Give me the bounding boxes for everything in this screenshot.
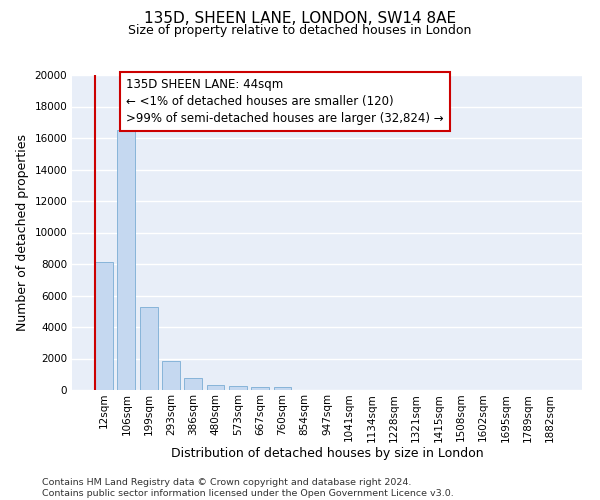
Y-axis label: Number of detached properties: Number of detached properties xyxy=(16,134,29,331)
X-axis label: Distribution of detached houses by size in London: Distribution of detached houses by size … xyxy=(170,447,484,460)
Text: 135D SHEEN LANE: 44sqm
← <1% of detached houses are smaller (120)
>99% of semi-d: 135D SHEEN LANE: 44sqm ← <1% of detached… xyxy=(127,78,444,125)
Bar xyxy=(251,386,269,390)
Bar xyxy=(140,306,158,390)
Text: Contains HM Land Registry data © Crown copyright and database right 2024.
Contai: Contains HM Land Registry data © Crown c… xyxy=(42,478,454,498)
Bar xyxy=(162,361,180,390)
Text: Size of property relative to detached houses in London: Size of property relative to detached ho… xyxy=(128,24,472,37)
Bar xyxy=(118,130,136,390)
Bar xyxy=(184,378,202,390)
Text: 135D, SHEEN LANE, LONDON, SW14 8AE: 135D, SHEEN LANE, LONDON, SW14 8AE xyxy=(144,11,456,26)
Bar xyxy=(274,387,292,390)
Bar xyxy=(95,262,113,390)
Bar xyxy=(229,386,247,390)
Bar xyxy=(206,385,224,390)
